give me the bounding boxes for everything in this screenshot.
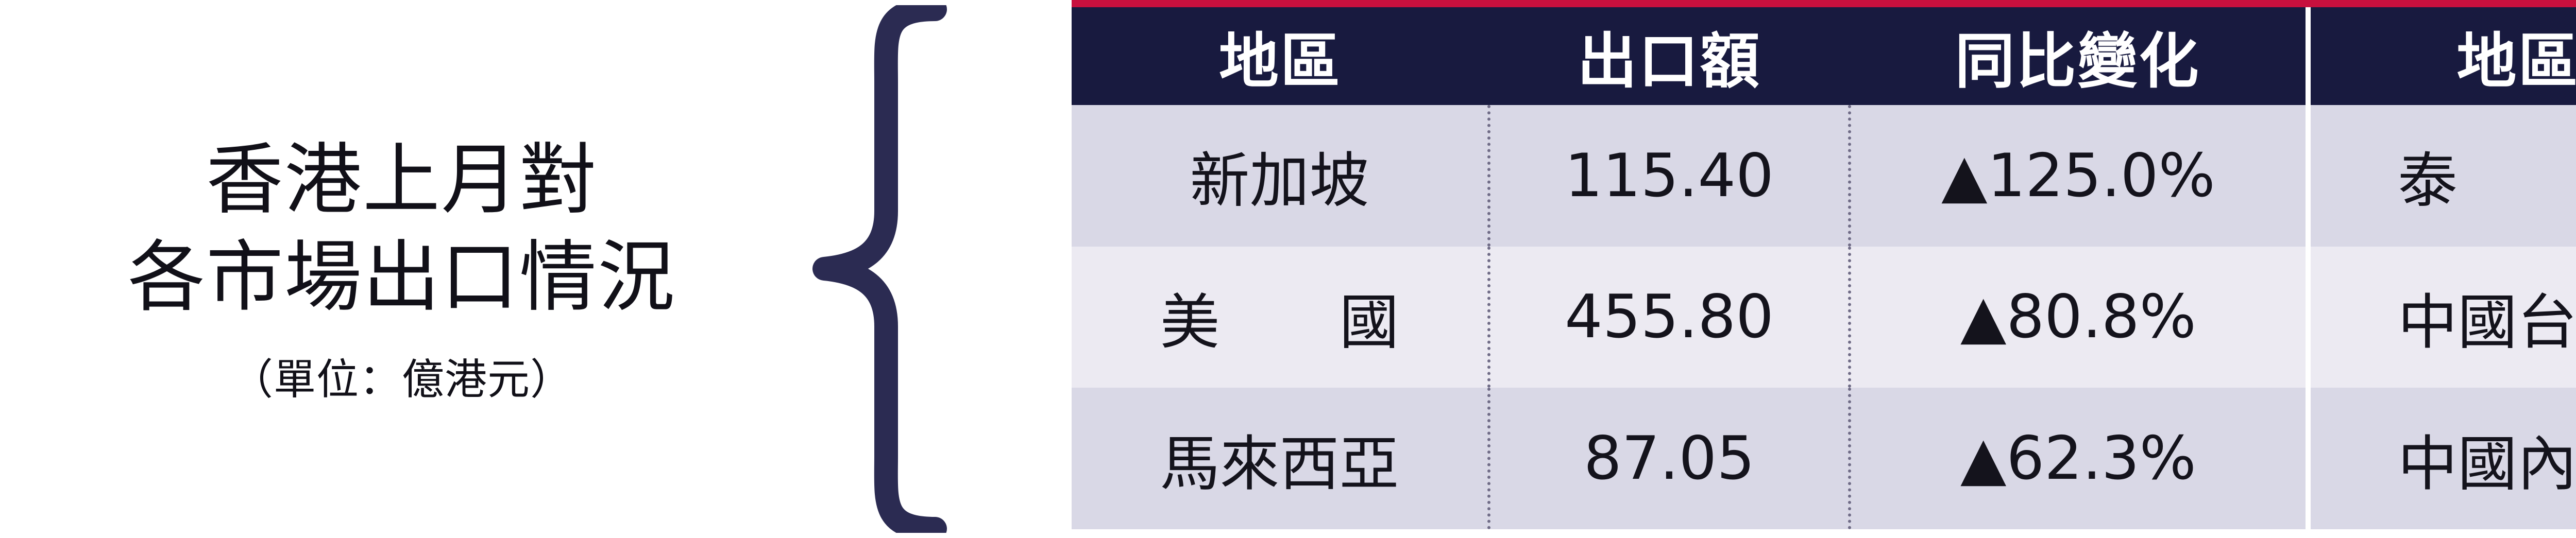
col-header-region-2: 地區	[2306, 7, 2576, 105]
cell-region: 新加坡	[1072, 105, 1490, 247]
accent-line	[1072, 0, 2576, 7]
table-header: 地區 出口額 同比變化 地區 出口額 同比變化	[1072, 7, 2576, 105]
col-header-change-1: 同比變化	[1850, 7, 2308, 105]
page-title-line-1: 香港上月對	[206, 135, 598, 225]
page-title-line-2: 各市場出口情況	[127, 233, 676, 322]
cell-change: ▲125.0%	[1850, 105, 2308, 247]
cell-value: 455.80	[1489, 246, 1851, 388]
table-container: 地區 出口額 同比變化 地區 出口額 同比變化 新加坡 115.40 ▲125.…	[1072, 0, 2576, 538]
table-row: 新加坡 115.40 ▲125.0% 泰 國 100.40 ▲61.7%	[1072, 105, 2576, 247]
table-body: 新加坡 115.40 ▲125.0% 泰 國 100.40 ▲61.7% 美 國…	[1072, 105, 2576, 529]
cell-value: 115.40	[1489, 105, 1851, 247]
header-row: 地區 出口額 同比變化 地區 出口額 同比變化	[1072, 7, 2576, 105]
unit-note: （單位：億港元）	[230, 355, 573, 404]
table-row: 美 國 455.80 ▲80.8% 中國台灣 289.08 ▲50.9%	[1072, 246, 2576, 388]
cell-region: 中國內地	[2306, 388, 2576, 529]
title-block: 香港上月對 各市場出口情況 （單位：億港元）	[0, 0, 804, 538]
cell-region: 美 國	[1072, 246, 1490, 388]
col-header-region-1: 地區	[1072, 7, 1489, 105]
export-table: 地區 出口額 同比變化 地區 出口額 同比變化 新加坡 115.40 ▲125.…	[1072, 7, 2576, 529]
cell-region: 馬來西亞	[1072, 388, 1490, 529]
cell-value: 87.05	[1489, 388, 1851, 529]
cell-region: 中國台灣	[2306, 246, 2576, 388]
col-header-value-1: 出口額	[1489, 7, 1850, 105]
table-row: 馬來西亞 87.05 ▲62.3% 中國內地 3930.50 ▲39.5%	[1072, 388, 2576, 529]
cell-region: 泰 國	[2306, 105, 2576, 247]
brace-decoration	[804, 0, 958, 538]
cell-change: ▲80.8%	[1850, 246, 2308, 388]
cell-change: ▲62.3%	[1850, 388, 2308, 529]
